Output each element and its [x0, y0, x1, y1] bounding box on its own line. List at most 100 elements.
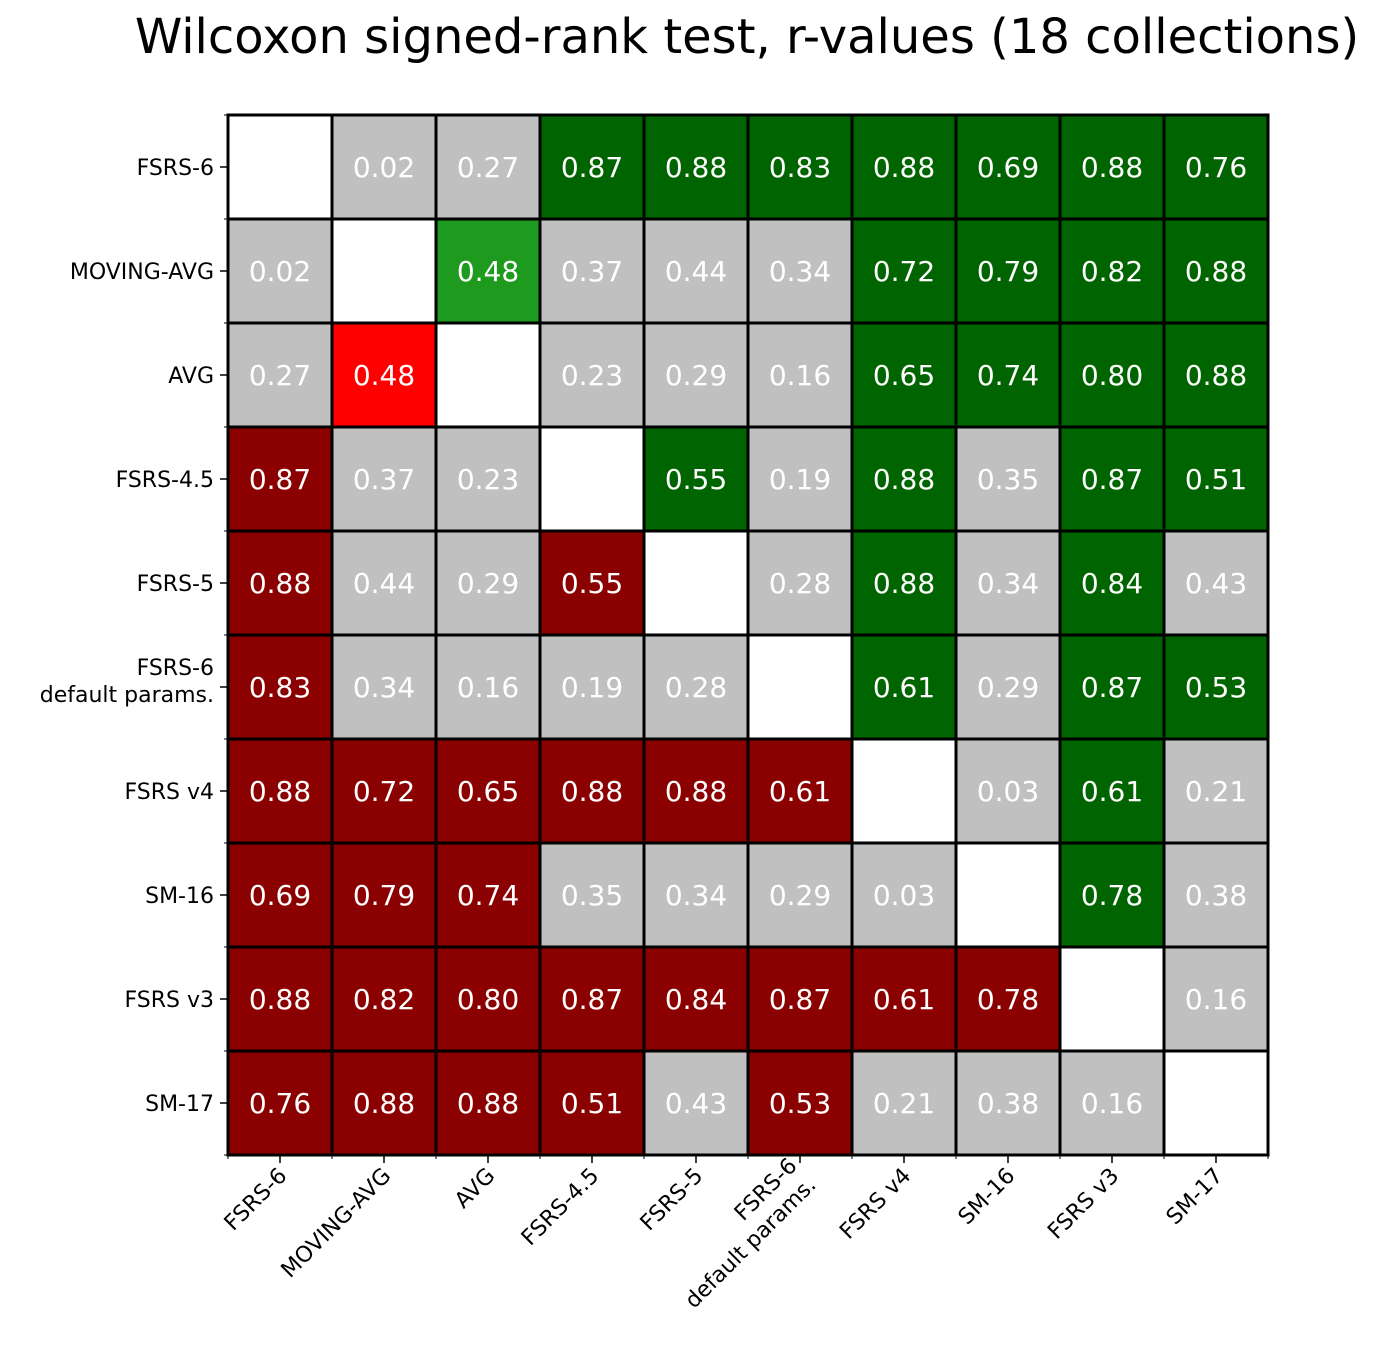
heatmap-cell-6-8 — [1058, 737, 1166, 845]
heatmap-cell-4-1 — [330, 529, 438, 637]
cell-value-4-3: 0.55 — [561, 567, 623, 600]
cell-value-1-3: 0.37 — [561, 255, 623, 288]
cell-value-5-1: 0.34 — [353, 671, 415, 704]
y-tick-label-7: SM-16 — [145, 884, 214, 909]
cell-value-5-0: 0.83 — [249, 671, 311, 704]
heatmap-cell-9-6 — [850, 1049, 958, 1157]
cell-value-9-7: 0.38 — [977, 1087, 1039, 1120]
cell-value-9-2: 0.88 — [457, 1087, 519, 1120]
cell-value-2-9: 0.88 — [1185, 359, 1247, 392]
cell-value-2-0: 0.27 — [249, 359, 311, 392]
heatmap-cell-9-4 — [642, 1049, 750, 1157]
cell-value-5-2: 0.16 — [457, 671, 519, 704]
heatmap-cell-4-5 — [746, 529, 854, 637]
cell-value-1-8: 0.82 — [1081, 255, 1143, 288]
cell-value-4-7: 0.34 — [977, 567, 1039, 600]
cell-value-2-4: 0.29 — [665, 359, 727, 392]
heatmap-cell-6-0 — [226, 737, 334, 845]
heatmap-cell-4-6 — [850, 529, 958, 637]
heatmap-cell-2-1 — [330, 321, 438, 429]
cell-value-4-1: 0.44 — [353, 567, 415, 600]
cell-value-5-8: 0.87 — [1081, 671, 1143, 704]
cell-value-3-7: 0.35 — [977, 463, 1039, 496]
heatmap-cell-8-8 — [1058, 945, 1166, 1053]
cell-value-1-5: 0.34 — [769, 255, 831, 288]
cell-value-3-1: 0.37 — [353, 463, 415, 496]
heatmap-cell-9-8 — [1058, 1049, 1166, 1157]
x-tick-label-3: FSRS-4.5 — [517, 1164, 604, 1251]
cell-value-4-0: 0.88 — [249, 567, 311, 600]
cell-value-8-3: 0.87 — [561, 983, 623, 1016]
cell-value-2-7: 0.74 — [977, 359, 1039, 392]
cell-value-7-2: 0.74 — [457, 879, 519, 912]
heatmap-cell-1-3 — [538, 217, 646, 325]
cell-value-2-8: 0.80 — [1081, 359, 1143, 392]
cell-value-3-0: 0.87 — [249, 463, 311, 496]
heatmap-cell-2-2 — [434, 321, 542, 429]
cell-value-6-1: 0.72 — [353, 775, 415, 808]
heatmap-cell-1-1 — [330, 217, 438, 325]
cell-value-2-1: 0.48 — [353, 359, 415, 392]
cell-value-3-2: 0.23 — [457, 463, 519, 496]
cell-value-5-7: 0.29 — [977, 671, 1039, 704]
cell-value-6-0: 0.88 — [249, 775, 311, 808]
cell-value-3-9: 0.51 — [1185, 463, 1247, 496]
cell-value-0-3: 0.87 — [561, 151, 623, 184]
cell-value-6-9: 0.21 — [1185, 775, 1247, 808]
cell-value-3-6: 0.88 — [873, 463, 935, 496]
heatmap-cell-8-4 — [642, 945, 750, 1053]
cell-value-7-5: 0.29 — [769, 879, 831, 912]
heatmap-cell-0-9 — [1162, 113, 1270, 221]
cell-value-0-6: 0.88 — [873, 151, 935, 184]
cell-value-6-2: 0.65 — [457, 775, 519, 808]
heatmap-cell-9-9 — [1162, 1049, 1270, 1157]
heatmap-cell-6-3 — [538, 737, 646, 845]
cell-value-0-1: 0.02 — [353, 151, 415, 184]
x-tick-label-0: FSRS-6 — [220, 1164, 292, 1236]
heatmap-cell-2-8 — [1058, 321, 1166, 429]
heatmap-cell-1-8 — [1058, 217, 1166, 325]
heatmap-cell-3-5 — [746, 425, 854, 533]
heatmap-cell-5-5 — [746, 633, 854, 741]
heatmap-cell-4-7 — [954, 529, 1062, 637]
x-tick-label-1: MOVING-AVG — [277, 1164, 397, 1284]
y-tick-label-8: FSRS v3 — [125, 988, 215, 1013]
cell-value-6-7: 0.03 — [977, 775, 1039, 808]
cell-value-2-6: 0.65 — [873, 359, 935, 392]
cell-value-7-1: 0.79 — [353, 879, 415, 912]
cell-value-8-2: 0.80 — [457, 983, 519, 1016]
cell-value-5-6: 0.61 — [873, 671, 935, 704]
heatmap-cell-8-6 — [850, 945, 958, 1053]
cell-value-0-7: 0.69 — [977, 151, 1039, 184]
cell-value-9-5: 0.53 — [769, 1087, 831, 1120]
cell-value-7-6: 0.03 — [873, 879, 935, 912]
x-tick-label-8: FSRS v3 — [1043, 1164, 1124, 1245]
cell-value-1-7: 0.79 — [977, 255, 1039, 288]
heatmap-cell-1-7 — [954, 217, 1062, 325]
cell-value-0-2: 0.27 — [457, 151, 519, 184]
heatmap-cell-3-0 — [226, 425, 334, 533]
cell-value-2-3: 0.23 — [561, 359, 623, 392]
x-tick-label-9: SM-17 — [1162, 1164, 1228, 1230]
y-tick-label-5: FSRS-6 default params. — [40, 656, 214, 708]
cell-value-3-5: 0.19 — [769, 463, 831, 496]
heatmap-cell-0-7 — [954, 113, 1062, 221]
heatmap-cell-7-1 — [330, 841, 438, 949]
cell-value-1-4: 0.44 — [665, 255, 727, 288]
heatmap-cell-7-3 — [538, 841, 646, 949]
cell-value-0-9: 0.76 — [1185, 151, 1247, 184]
cell-value-7-9: 0.38 — [1185, 879, 1247, 912]
heatmap-cell-8-1 — [330, 945, 438, 1053]
cell-value-6-3: 0.88 — [561, 775, 623, 808]
y-tick-label-6: FSRS v4 — [125, 780, 215, 805]
y-tick-label-3: FSRS-4.5 — [116, 468, 214, 493]
chart-title: Wilcoxon signed-rank test, r-values (18 … — [135, 9, 1359, 65]
cell-value-5-4: 0.28 — [665, 671, 727, 704]
cell-value-9-3: 0.51 — [561, 1087, 623, 1120]
cell-value-6-5: 0.61 — [769, 775, 831, 808]
cell-value-5-9: 0.53 — [1185, 671, 1247, 704]
x-tick-label-6: FSRS v4 — [835, 1164, 916, 1245]
cell-value-7-8: 0.78 — [1081, 879, 1143, 912]
cell-value-8-7: 0.78 — [977, 983, 1039, 1016]
cell-value-0-5: 0.83 — [769, 151, 831, 184]
